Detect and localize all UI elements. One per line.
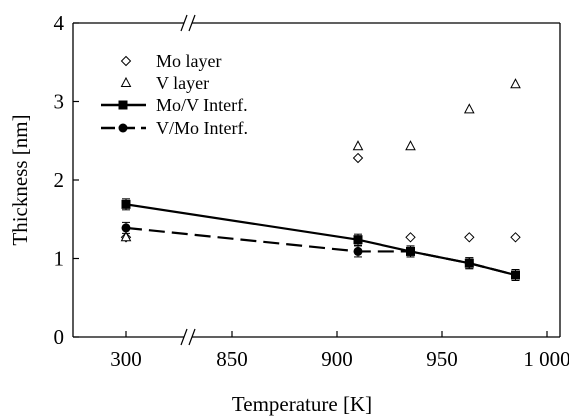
data-point: [510, 78, 521, 89]
data-point: [121, 223, 131, 233]
x-tick-label: 300: [110, 347, 142, 371]
axis-break-slash: [180, 328, 188, 346]
axis-break-slash: [188, 328, 196, 346]
y-tick-label: 4: [54, 11, 65, 35]
x-axis-title: Temperature [K]: [232, 392, 372, 416]
legend-label: V layer: [156, 73, 209, 93]
y-tick-label: 2: [54, 168, 65, 192]
series-mo-v-interf: [121, 198, 520, 281]
data-point: [463, 103, 475, 114]
legend-marker: [120, 76, 132, 87]
data-point: [406, 246, 415, 256]
data-point: [464, 232, 475, 243]
legend-item: Mo layer: [120, 51, 221, 71]
x-tick-label: 850: [216, 347, 248, 371]
axis-break-slash: [188, 14, 196, 32]
legend-item: Mo/V Interf.: [101, 95, 248, 115]
y-tick-label: 3: [54, 90, 65, 114]
legend-item: V/Mo Interf.: [101, 118, 248, 138]
data-point: [352, 152, 364, 164]
legend-label: Mo layer: [156, 51, 221, 71]
data-point: [511, 270, 520, 280]
data-point: [510, 232, 521, 243]
data-point: [353, 246, 363, 256]
series-mo-layer: [120, 152, 521, 243]
x-tick-label: 1 000: [523, 347, 569, 371]
data-point: [353, 235, 363, 245]
data-point: [121, 199, 131, 209]
legend-label: Mo/V Interf.: [156, 95, 248, 115]
data-point: [405, 140, 416, 151]
series-v-mo-interf: [121, 221, 520, 281]
axis-break-gap: [184, 14, 192, 32]
x-tick-label: 950: [426, 347, 458, 371]
legend-marker: [118, 100, 128, 110]
series-layer: [120, 78, 521, 281]
series-v-layer: [120, 78, 521, 242]
x-axis-break-mark-top: [180, 14, 196, 32]
data-point: [352, 140, 364, 151]
legend-marker: [120, 55, 132, 67]
legend-label: V/Mo Interf.: [156, 118, 248, 138]
series-line: [125, 203, 516, 277]
data-point: [120, 231, 132, 242]
y-tick-label: 1: [54, 247, 65, 271]
x-tick-label: 900: [321, 347, 353, 371]
y-axis-title: Thickness [nm]: [8, 114, 32, 245]
axis-break-gap: [184, 328, 192, 346]
axis-break-slash: [180, 14, 188, 32]
legend-item: V layer: [120, 73, 209, 93]
legend-marker: [118, 123, 128, 133]
x-axis-break-mark-bottom: [180, 328, 196, 346]
y-tick-label: 0: [54, 325, 65, 349]
data-point: [405, 232, 416, 243]
data-point: [464, 258, 474, 268]
axes: 0 1 2 3 4 300 850 900 950 1 000: [54, 11, 569, 371]
